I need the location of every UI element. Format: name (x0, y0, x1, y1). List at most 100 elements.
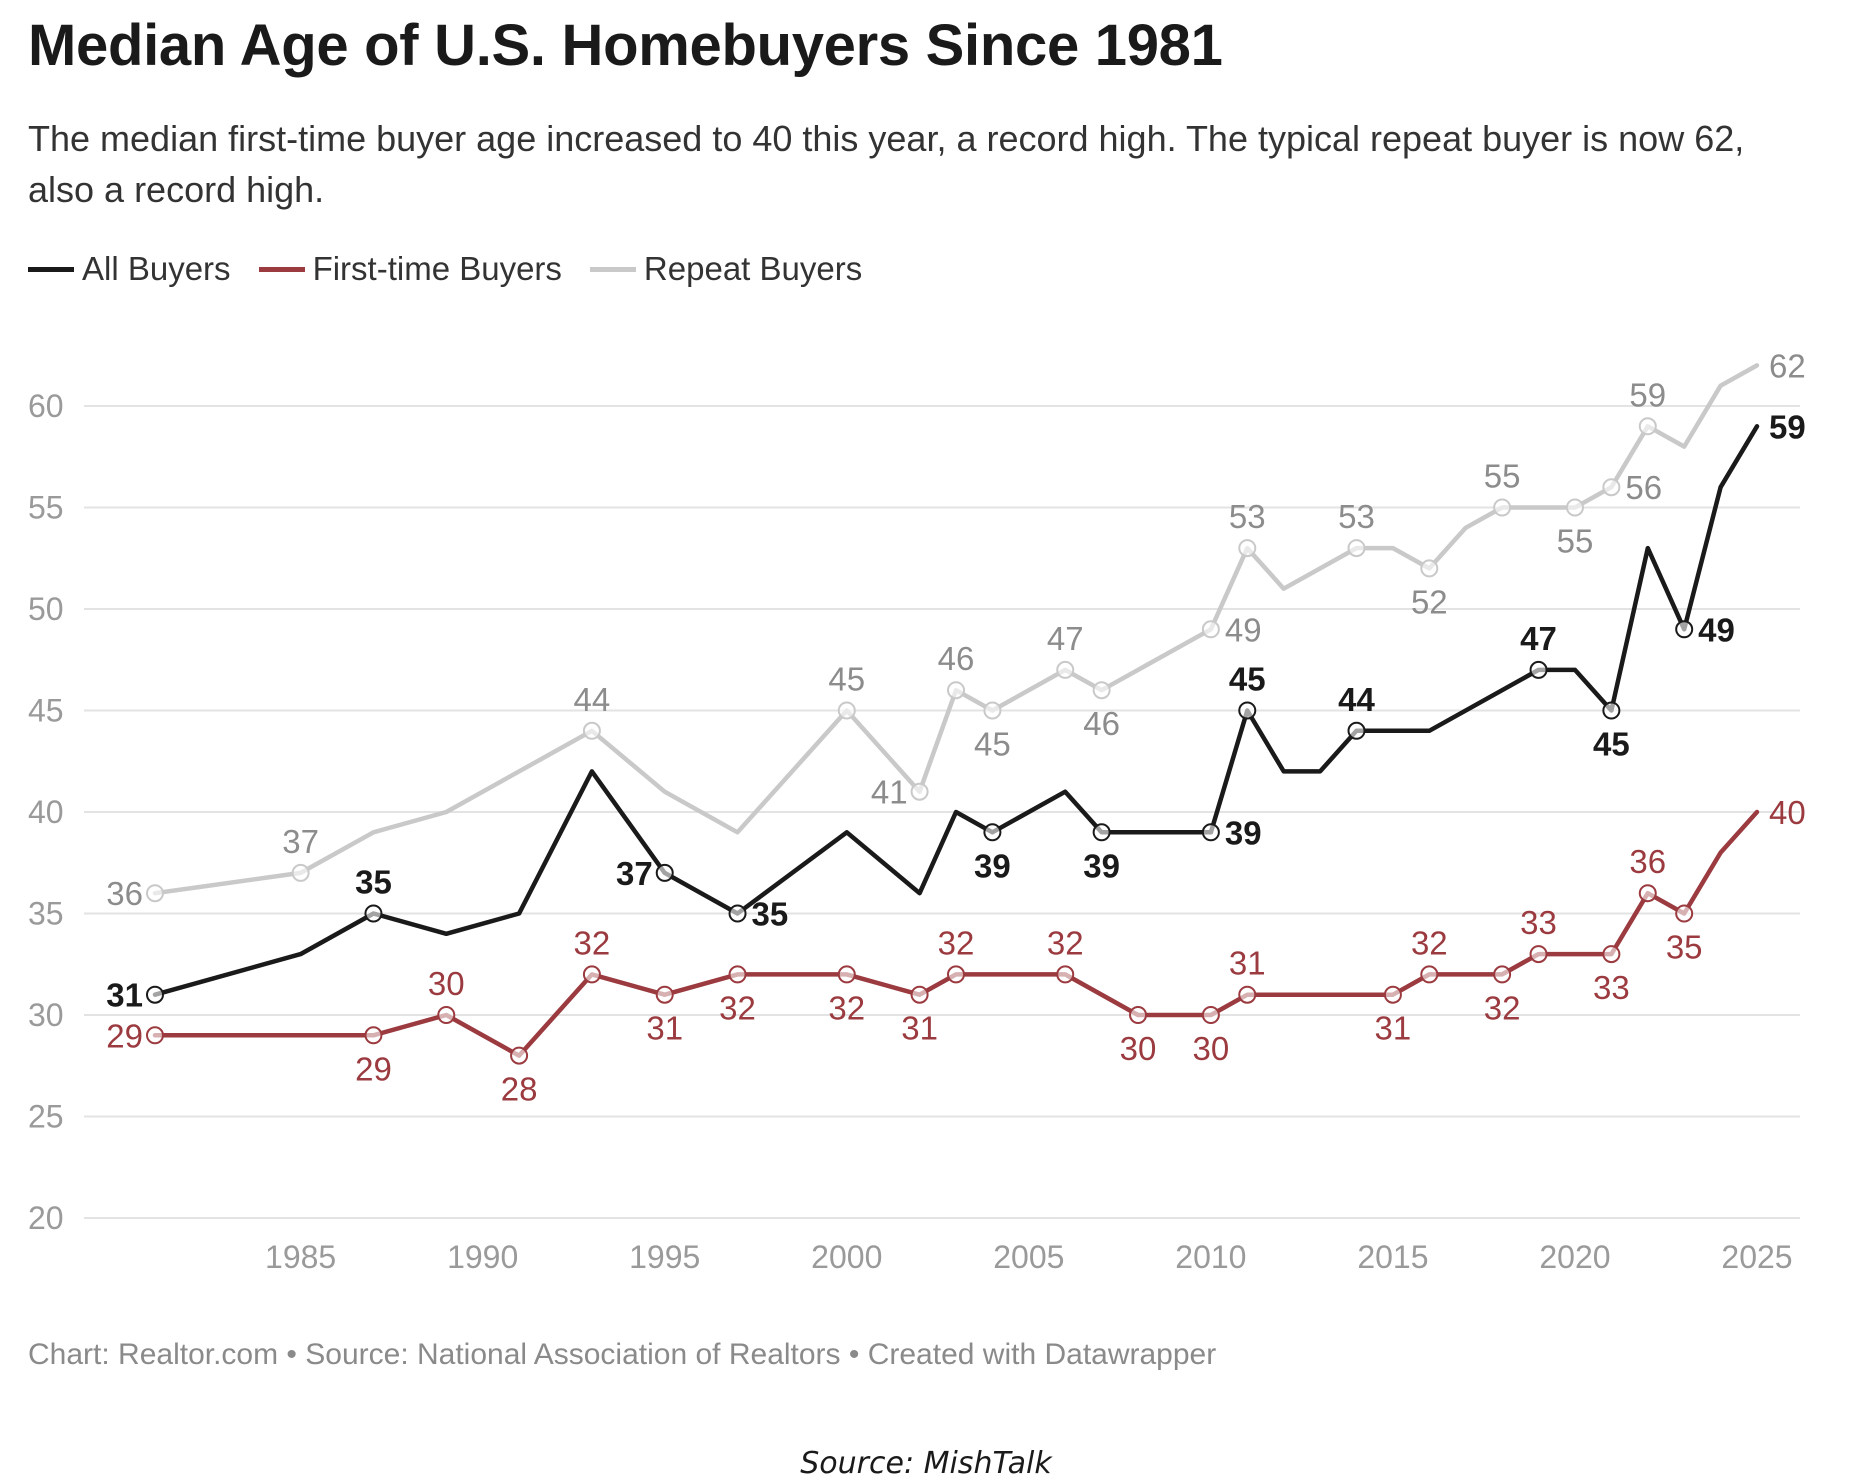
data-point-marker (146, 985, 164, 1004)
x-tick-label: 1985 (265, 1239, 336, 1275)
data-label-all-buyers: 35 (355, 864, 392, 901)
data-point-marker (1420, 559, 1439, 578)
data-label-repeat-buyers: 56 (1625, 469, 1662, 506)
data-label-first-time-buyers: 29 (106, 1017, 143, 1054)
y-tick-label: 20 (28, 1200, 64, 1236)
legend-label-repeat-buyers: Repeat Buyers (643, 250, 863, 287)
data-point-marker (1201, 1006, 1220, 1024)
data-label-repeat-buyers: 37 (282, 823, 319, 860)
data-point-marker (837, 965, 856, 984)
data-label-repeat-buyers: 45 (828, 661, 865, 698)
data-label-repeat-buyers: 46 (1083, 705, 1120, 742)
data-label-repeat-buyers: 47 (1047, 620, 1084, 657)
data-label-repeat-buyers: 41 (871, 774, 908, 811)
data-point-marker (1347, 539, 1366, 558)
legend-swatch-first-time-buyers (258, 266, 305, 272)
source-caption: Source: MishTalk (800, 1446, 1052, 1481)
y-tick-label: 40 (28, 794, 64, 830)
data-point-marker (1092, 681, 1111, 700)
legend-swatch-repeat-buyers (589, 266, 636, 272)
y-tick-label: 30 (28, 997, 64, 1033)
data-label-first-time-buyers: 32 (574, 924, 611, 961)
data-point-marker (291, 863, 310, 882)
data-point-marker (1602, 478, 1621, 497)
x-tick-label: 1990 (447, 1239, 518, 1275)
data-point-marker (910, 985, 929, 1004)
data-point-marker (1201, 823, 1220, 842)
data-point-marker (510, 1046, 529, 1065)
chart-legend: All Buyers First-time Buyers Repeat Buye… (28, 250, 890, 288)
data-label-first-time-buyers: 32 (938, 924, 975, 961)
data-label-repeat-buyers: 53 (1338, 498, 1375, 535)
data-label-repeat-buyers: 36 (106, 875, 143, 912)
data-label-first-time-buyers: 40 (1769, 794, 1806, 831)
data-point-marker (1565, 498, 1584, 517)
y-tick-label: 45 (28, 693, 64, 729)
data-point-marker (1493, 965, 1512, 984)
data-label-all-buyers: 39 (974, 847, 1011, 884)
data-point-marker (1602, 701, 1621, 720)
data-point-marker (1201, 620, 1220, 639)
legend-item-first-time-buyers: First-time Buyers (258, 250, 562, 288)
data-label-all-buyers: 47 (1520, 620, 1557, 657)
data-label-all-buyers: 31 (106, 977, 143, 1014)
gridlines (84, 405, 1800, 1219)
x-tick-label: 2000 (811, 1239, 882, 1275)
data-labels: 36 37 44 45 41 46 45 47 46 49 53 53 52 55 55 56 59 62 31 35… (106, 347, 1805, 1107)
x-axis-tick-labels: 1985 1990 1995 2000 2005 2010 2015 2020 2025 (265, 1239, 1793, 1275)
data-point-marker (910, 782, 929, 801)
x-tick-label: 2005 (993, 1239, 1064, 1275)
data-label-repeat-buyers: 62 (1769, 347, 1806, 384)
data-point-marker (146, 884, 164, 903)
data-point-marker (1383, 985, 1402, 1004)
data-point-marker (655, 863, 674, 882)
data-label-first-time-buyers: 32 (1411, 924, 1448, 961)
legend-label-first-time-buyers: First-time Buyers (312, 250, 562, 287)
data-point-marker (1238, 701, 1257, 720)
data-point-marker (1056, 660, 1075, 679)
x-tick-label: 2025 (1721, 1239, 1792, 1275)
legend-swatch-all-buyers (28, 266, 74, 272)
data-label-all-buyers: 59 (1769, 408, 1806, 445)
data-label-all-buyers: 45 (1229, 661, 1266, 698)
data-point-marker (983, 701, 1002, 720)
data-label-first-time-buyers: 30 (1120, 1030, 1157, 1067)
data-point-marker (983, 823, 1002, 842)
data-point-marker (1675, 904, 1694, 923)
data-point-marker (947, 965, 965, 984)
x-tick-label: 2015 (1357, 1239, 1428, 1275)
data-label-first-time-buyers: 32 (1047, 924, 1084, 961)
x-tick-label: 1995 (629, 1239, 700, 1275)
data-label-first-time-buyers: 30 (1193, 1030, 1230, 1067)
data-label-repeat-buyers: 44 (574, 681, 611, 718)
data-label-first-time-buyers: 35 (1666, 929, 1703, 966)
data-label-first-time-buyers: 32 (719, 989, 756, 1026)
data-label-repeat-buyers: 45 (974, 726, 1011, 763)
data-label-all-buyers: 39 (1225, 814, 1262, 851)
data-point-marker (437, 1006, 456, 1024)
data-point-marker (582, 721, 601, 740)
data-point-marker (364, 1026, 383, 1045)
data-point-marker (146, 1026, 164, 1045)
data-label-all-buyers: 45 (1593, 726, 1630, 763)
data-label-all-buyers: 37 (616, 855, 653, 892)
data-label-repeat-buyers: 52 (1411, 583, 1448, 620)
data-point-marker (1092, 823, 1111, 842)
data-label-first-time-buyers: 31 (1375, 1010, 1412, 1047)
data-label-repeat-buyers: 53 (1229, 498, 1266, 535)
data-point-marker (655, 985, 674, 1004)
data-label-first-time-buyers: 32 (828, 989, 865, 1026)
y-tick-label: 25 (28, 1099, 64, 1135)
data-label-repeat-buyers: 55 (1557, 523, 1594, 560)
data-point-marker (1056, 965, 1075, 984)
data-label-repeat-buyers: 59 (1629, 376, 1666, 413)
data-label-first-time-buyers: 30 (428, 965, 465, 1002)
legend-item-all-buyers: All Buyers (28, 250, 231, 288)
y-tick-label: 35 (28, 896, 64, 932)
legend-item-repeat-buyers: Repeat Buyers (589, 250, 863, 288)
data-point-marker (1238, 539, 1257, 558)
data-point-marker (947, 681, 965, 700)
legend-label-all-buyers: All Buyers (82, 250, 231, 287)
data-label-first-time-buyers: 36 (1629, 843, 1666, 880)
